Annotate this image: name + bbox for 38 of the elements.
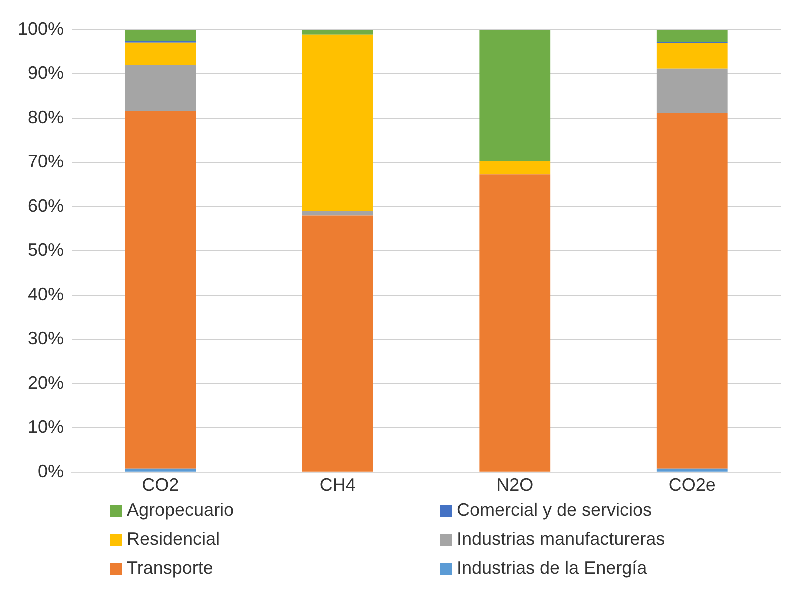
legend-label: Agropecuario: [127, 500, 234, 521]
legend-label: Residencial: [127, 529, 220, 550]
y-tick-label: 0%: [38, 461, 64, 482]
y-tick-label: 40%: [28, 284, 64, 304]
bar: [656, 113, 728, 469]
x-tick-label: CO2e: [668, 475, 716, 496]
legend-label: Transporte: [127, 558, 214, 579]
legend-label: Comercial y de servicios: [457, 500, 652, 521]
bar: [125, 30, 196, 42]
bar: [480, 174, 551, 472]
bar: [125, 42, 196, 66]
x-tick-label: N2O: [496, 475, 534, 496]
y-tick-label: 10%: [28, 417, 64, 438]
bar: [302, 211, 374, 216]
y-tick-label: 90%: [28, 63, 64, 84]
legend-label: Industrias manufactureras: [457, 529, 666, 550]
y-tick-label: 80%: [28, 107, 64, 128]
y-tick-label: 20%: [28, 372, 64, 393]
bar: [480, 161, 551, 175]
bar: [656, 30, 728, 42]
bar: [125, 110, 196, 469]
legend-label: Industrias de la Energía: [457, 558, 648, 579]
bar: [302, 216, 374, 472]
y-tick-label: 30%: [28, 328, 64, 349]
bar: [656, 43, 728, 69]
bar: [125, 65, 196, 111]
bar: [480, 30, 551, 162]
x-tick-label: CH4: [320, 475, 356, 496]
x-tick-label: CO2: [142, 475, 180, 496]
bar: [125, 468, 196, 472]
y-tick-label: 70%: [28, 152, 64, 172]
y-tick-label: 50%: [28, 240, 64, 260]
bar: [656, 468, 728, 472]
bar: [302, 30, 374, 35]
bar: [656, 68, 728, 114]
y-tick-label: 100%: [18, 18, 64, 39]
bar: [302, 34, 374, 212]
y-tick-label: 60%: [28, 196, 64, 216]
